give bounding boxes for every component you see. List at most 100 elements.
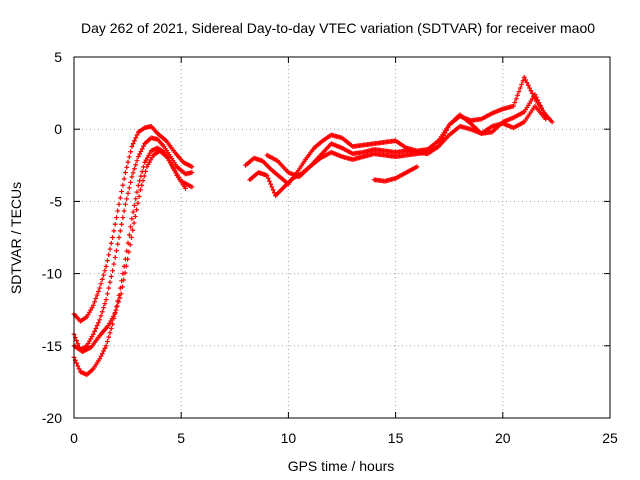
- data-point: [129, 216, 135, 222]
- interpolated-points: [107, 313, 116, 326]
- interpolated-points: [308, 156, 322, 169]
- interpolated-points: [113, 295, 123, 313]
- interpolated-points: [139, 168, 149, 188]
- data-point: [110, 268, 115, 274]
- interpolated-points: [130, 189, 140, 215]
- interpolated-points: [274, 185, 286, 197]
- interpolated-points: [458, 113, 472, 125]
- interpolated-points: [448, 124, 461, 137]
- interpolated-points: [130, 158, 140, 176]
- x-tick-label: 10: [281, 430, 297, 446]
- interpolated-points: [173, 151, 185, 164]
- series-track-8: [371, 164, 420, 184]
- series-track-3: [71, 145, 195, 378]
- interpolated-points: [98, 301, 108, 319]
- interpolated-points: [150, 125, 159, 135]
- interpolated-points: [373, 139, 386, 146]
- interpolated-points: [167, 158, 179, 176]
- interpolated-points: [295, 158, 307, 174]
- x-axis-label: GPS time / hours: [288, 458, 395, 474]
- interpolated-points: [182, 160, 194, 169]
- interpolated-points: [72, 344, 84, 354]
- data-point: [189, 164, 195, 170]
- interpolated-points: [156, 138, 166, 148]
- interpolated-points: [81, 345, 93, 354]
- interpolated-points: [143, 150, 153, 163]
- interpolated-points: [501, 104, 515, 112]
- interpolated-points: [137, 143, 146, 157]
- interpolated-points: [437, 125, 451, 147]
- interpolated-points: [304, 147, 316, 161]
- interpolated-points: [426, 139, 440, 151]
- data-point: [97, 317, 103, 323]
- interpolated-points: [469, 122, 483, 135]
- interpolated-points: [426, 144, 440, 154]
- interpolated-points: [92, 358, 101, 370]
- interpolated-points: [394, 139, 408, 150]
- interpolated-points: [340, 136, 354, 148]
- plot-frame: [73, 56, 611, 419]
- data-point: [183, 186, 188, 191]
- interpolated-points: [533, 105, 547, 120]
- interpolated-points: [175, 165, 187, 176]
- data-point: [103, 263, 109, 269]
- interpolated-points: [244, 156, 256, 167]
- interpolated-points: [111, 208, 121, 234]
- interpolated-points: [491, 120, 504, 134]
- y-tick-label: -20: [42, 410, 62, 426]
- data-point: [116, 235, 122, 240]
- x-tick-label: 25: [602, 430, 618, 446]
- interpolated-points: [248, 171, 260, 182]
- interpolated-points: [362, 141, 376, 148]
- interpolated-points: [512, 78, 526, 105]
- data-point: [103, 343, 109, 349]
- data-point: [97, 356, 103, 362]
- data-point: [97, 285, 103, 291]
- interpolated-points: [117, 176, 127, 201]
- interpolated-points: [158, 149, 170, 160]
- interpolated-points: [298, 165, 311, 178]
- chart-title: Day 262 of 2021, Sidereal Day-to-day VTE…: [81, 20, 595, 36]
- interpolated-points: [105, 274, 114, 297]
- data-point: [189, 184, 195, 190]
- interpolated-points: [105, 240, 114, 264]
- series-track-1: [71, 123, 195, 324]
- interpolated-points: [394, 170, 408, 180]
- data-point: [129, 144, 135, 149]
- interpolated-points: [105, 326, 114, 344]
- x-tick-label: 20: [495, 430, 511, 446]
- series-track-2: [71, 135, 195, 353]
- interpolated-points: [261, 159, 273, 171]
- data-point: [532, 92, 538, 97]
- data-point: [90, 302, 96, 308]
- interpolated-points: [124, 149, 134, 170]
- series-track-5: [243, 74, 555, 187]
- interpolated-points: [143, 136, 153, 145]
- data-point: [135, 154, 141, 160]
- interpolated-points: [137, 126, 146, 134]
- data-point: [549, 119, 555, 125]
- y-tick-label: -5: [50, 193, 63, 209]
- interpolated-points: [351, 142, 365, 149]
- interpolated-points: [162, 146, 172, 158]
- interpolated-points: [340, 146, 354, 156]
- data-point: [414, 164, 420, 170]
- interpolated-points: [405, 165, 419, 175]
- interpolated-points: [165, 140, 176, 154]
- data-point: [110, 235, 115, 240]
- interpolated-points: [152, 149, 161, 157]
- y-tick-label: -15: [42, 338, 62, 354]
- interpolated-points: [130, 132, 140, 147]
- data-point: [189, 170, 195, 175]
- interpolated-points: [111, 241, 121, 267]
- interpolated-points: [92, 289, 101, 305]
- interpolated-points: [85, 334, 95, 346]
- data-point: [543, 113, 549, 119]
- x-tick-label: 5: [177, 430, 185, 446]
- interpolated-points: [89, 334, 101, 348]
- interpolated-points: [340, 154, 354, 162]
- data-point: [511, 103, 516, 109]
- data-point: [138, 187, 143, 193]
- interpolated-points: [98, 324, 110, 337]
